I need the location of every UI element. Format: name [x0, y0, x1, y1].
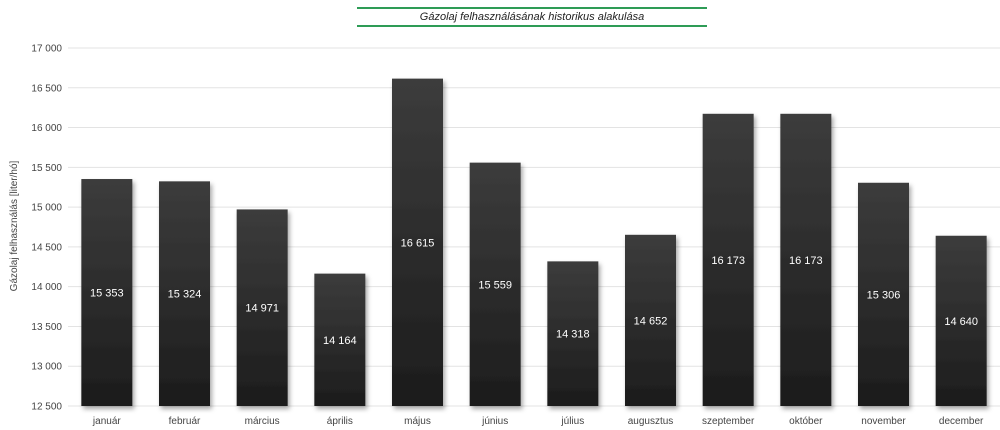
y-tick-label: 17 000 — [31, 44, 62, 55]
bar-value-label: 15 559 — [478, 279, 512, 291]
bar-value-label: 14 640 — [944, 316, 978, 328]
bar-value-label: 16 173 — [711, 255, 745, 267]
bar-április — [314, 273, 366, 406]
x-category-label: szeptember — [702, 416, 755, 427]
x-category-label: február — [169, 416, 201, 427]
y-tick-label: 13 000 — [31, 362, 62, 373]
bar-május — [392, 78, 443, 406]
chart-title: Gázolaj felhasználásának historikus alak… — [419, 11, 645, 23]
bar-value-label: 15 306 — [867, 289, 901, 301]
bar-value-label: 14 164 — [323, 335, 357, 347]
y-tick-label: 16 500 — [31, 83, 62, 94]
bar-value-label: 16 173 — [789, 255, 823, 267]
bar-value-label: 16 615 — [401, 237, 435, 249]
x-category-label: június — [481, 416, 508, 427]
bar-szeptember — [702, 113, 754, 406]
x-category-label: október — [789, 416, 823, 427]
x-axis-categories: január február március április május június jú… — [92, 416, 984, 427]
y-tick-label: 12 500 — [31, 402, 62, 413]
bar-január — [81, 179, 133, 406]
y-tick-label: 14 500 — [31, 242, 62, 253]
y-tick-label: 16 000 — [31, 123, 62, 134]
y-axis-title: Gázolaj felhasználás [liter/hó] — [9, 160, 20, 291]
bar-value-label: 14 971 — [245, 303, 279, 315]
bar-value-label: 15 324 — [168, 289, 202, 301]
bar-augusztus — [625, 234, 676, 406]
bar-június — [469, 162, 521, 406]
bar-március — [236, 209, 288, 406]
bars: 15 353 15 324 14 971 14 164 16 615 15 559 14 3… — [81, 78, 987, 406]
y-axis-ticks: 12 500 13 000 13 500 14 000 14 500 15 000 15 5… — [31, 44, 62, 413]
x-category-label: március — [245, 416, 280, 427]
grid-lines — [68, 47, 1000, 407]
bar-value-label: 14 318 — [556, 329, 590, 341]
x-category-label: május — [404, 416, 431, 427]
x-category-label: november — [861, 416, 906, 427]
y-tick-label: 13 500 — [31, 322, 62, 333]
bar-value-label: 14 652 — [634, 315, 668, 327]
y-tick-label: 15 000 — [31, 203, 62, 214]
bar-november — [858, 182, 909, 406]
x-category-label: január — [92, 416, 121, 427]
bar-július — [547, 261, 599, 406]
y-tick-label: 15 500 — [31, 163, 62, 174]
bar-value-label: 15 353 — [90, 288, 124, 300]
bar-december — [935, 235, 987, 406]
bar-február — [159, 181, 210, 406]
x-category-label: augusztus — [628, 416, 674, 427]
chart-title-box: Gázolaj felhasználásának historikus alak… — [357, 7, 707, 27]
y-tick-label: 14 000 — [31, 282, 62, 293]
bar-október — [780, 113, 832, 406]
x-category-label: április — [327, 416, 353, 427]
x-category-label: július — [560, 416, 584, 427]
x-category-label: december — [939, 416, 984, 427]
